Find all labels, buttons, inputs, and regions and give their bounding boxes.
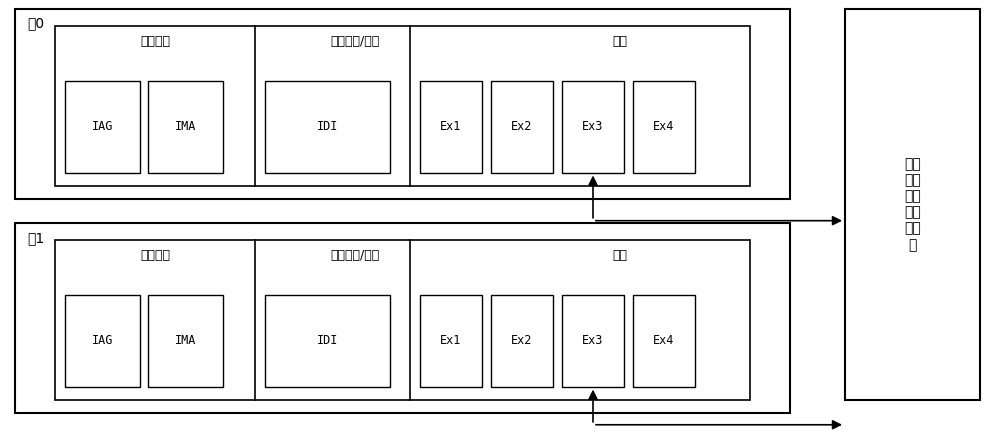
Bar [65,295,140,387]
Text: 指令译码/发射: 指令译码/发射 [330,35,380,48]
Text: 核1: 核1 [27,231,44,245]
Text: Ex2: Ex2 [511,120,533,133]
Text: IDI: IDI [317,120,338,133]
Bar [15,9,790,199]
Text: Ex1: Ex1 [440,334,462,347]
Bar [15,223,790,413]
Bar [491,295,553,387]
Text: Ex3: Ex3 [582,120,604,133]
Text: 指令获取: 指令获取 [140,35,170,48]
Text: 指令获取: 指令获取 [140,249,170,262]
Text: 执行: 执行 [612,35,628,48]
Bar [148,81,223,173]
Text: Ex1: Ex1 [440,120,462,133]
Text: Ex4: Ex4 [653,334,675,347]
Bar [562,81,624,173]
Bar [420,295,482,387]
Bar [265,295,390,387]
Bar [265,81,390,173]
Bar [845,9,980,400]
Bar [148,295,223,387]
Text: Ex3: Ex3 [582,334,604,347]
Bar [55,240,750,400]
Bar [491,81,553,173]
Text: 指令译码/发射: 指令译码/发射 [330,249,380,262]
Text: 同步
信息
收集
和传
递模
块: 同步 信息 收集 和传 递模 块 [904,157,921,252]
Text: 核0: 核0 [27,17,44,31]
Text: 执行: 执行 [612,249,628,262]
Text: IAG: IAG [92,120,113,133]
Bar [633,295,695,387]
Text: Ex2: Ex2 [511,334,533,347]
Bar [420,81,482,173]
Text: IDI: IDI [317,334,338,347]
Text: IAG: IAG [92,334,113,347]
Text: Ex4: Ex4 [653,120,675,133]
Bar [562,295,624,387]
Bar [633,81,695,173]
Bar [65,81,140,173]
Text: IMA: IMA [175,334,196,347]
Text: IMA: IMA [175,120,196,133]
Bar [55,26,750,186]
